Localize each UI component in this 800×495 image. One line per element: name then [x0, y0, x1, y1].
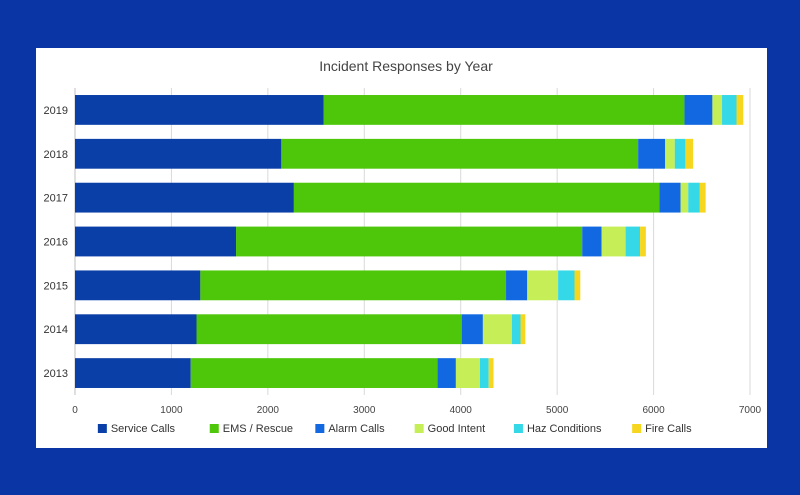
legend-label: Service Calls: [111, 423, 176, 435]
bar-segment-alarm-calls-2015: [506, 270, 528, 301]
category-labels: 2019 2018 2017 2016 2015 2014 2013: [44, 105, 68, 380]
legend-label: Alarm Calls: [328, 423, 385, 435]
legend-swatch: [513, 424, 523, 433]
legend-swatch: [97, 424, 107, 433]
legend-label: Fire Calls: [645, 423, 692, 435]
bar-segment-ems-rescue-2014: [196, 314, 462, 345]
bar-segment-service-calls-2014: [75, 314, 197, 345]
legend: Service Calls EMS / Rescue Alarm Calls Good…: [97, 423, 692, 435]
bar-segment-good-intent-2016: [601, 226, 626, 257]
category-label: 2013: [44, 368, 68, 380]
bar-segment-haz-conditions-2015: [558, 270, 575, 301]
bar-segment-service-calls-2018: [75, 138, 282, 169]
bar-segment-good-intent-2017: [680, 182, 689, 213]
category-label: 2019: [44, 105, 68, 117]
bar-segment-alarm-calls-2019: [684, 95, 713, 125]
bar-segment-service-calls-2013: [75, 358, 191, 388]
bar-segment-ems-rescue-2018: [281, 138, 639, 169]
bar-segment-good-intent-2013: [455, 358, 480, 388]
x-tick-label: 4000: [450, 405, 473, 416]
bar-segment-fire-calls-2018: [685, 138, 694, 169]
bar-segment-alarm-calls-2018: [638, 138, 666, 169]
bar-segment-ems-rescue-2017: [293, 182, 660, 213]
bar-segment-haz-conditions-2019: [722, 95, 737, 125]
bar-segment-ems-rescue-2013: [190, 358, 438, 388]
legend-swatch: [209, 424, 219, 433]
legend-swatch: [414, 424, 424, 433]
bar-segment-haz-conditions-2013: [480, 358, 489, 388]
x-tick-label: 6000: [642, 405, 665, 416]
bar-segment-ems-rescue-2019: [323, 95, 685, 125]
bar-segment-haz-conditions-2018: [674, 138, 686, 169]
stacked-bar-chart: Incident Responses by Year 2019201820172…: [44, 58, 762, 435]
bar-segment-good-intent-2018: [665, 138, 675, 169]
x-tick-label: 5000: [546, 405, 569, 416]
bar-segment-alarm-calls-2014: [461, 314, 483, 345]
bars: [75, 95, 744, 388]
category-label: 2017: [44, 193, 68, 205]
bar-segment-service-calls-2016: [75, 226, 237, 257]
bar-segment-alarm-calls-2017: [659, 182, 681, 213]
chart-title: Incident Responses by Year: [319, 58, 493, 74]
legend-label: EMS / Rescue: [223, 423, 293, 435]
x-tick-label: 0: [72, 405, 78, 416]
bar-segment-ems-rescue-2016: [236, 226, 583, 257]
bar-segment-service-calls-2019: [75, 95, 324, 125]
bar-segment-haz-conditions-2014: [511, 314, 521, 345]
bar-segment-fire-calls-2017: [699, 182, 706, 213]
category-label: 2014: [44, 324, 68, 336]
category-label: 2015: [44, 280, 68, 292]
category-label: 2018: [44, 149, 68, 161]
category-label: 2016: [44, 237, 68, 249]
bar-segment-fire-calls-2019: [736, 95, 744, 125]
bar-segment-fire-calls-2013: [488, 358, 494, 388]
bar-segment-ems-rescue-2015: [200, 270, 507, 301]
bar-segment-fire-calls-2015: [574, 270, 581, 301]
bar-segment-service-calls-2017: [75, 182, 294, 213]
bar-segment-good-intent-2015: [527, 270, 559, 301]
bar-segment-fire-calls-2016: [640, 226, 646, 257]
legend-label: Good Intent: [428, 423, 486, 435]
bar-segment-haz-conditions-2017: [688, 182, 700, 213]
x-tick-label: 1000: [160, 405, 183, 416]
x-tick-label: 2000: [257, 405, 280, 416]
x-tick-label: 3000: [353, 405, 376, 416]
bar-segment-good-intent-2014: [482, 314, 512, 345]
bar-segment-alarm-calls-2016: [582, 226, 602, 257]
bar-segment-service-calls-2015: [75, 270, 201, 301]
legend-label: Haz Conditions: [527, 423, 602, 435]
bar-segment-haz-conditions-2016: [625, 226, 641, 257]
x-tick-label: 7000: [739, 405, 762, 416]
chart-card: Incident Responses by Year 2019 2018 2017 2…: [36, 48, 767, 448]
bar-segment-good-intent-2019: [712, 95, 723, 125]
legend-swatch: [315, 424, 325, 433]
bar-segment-alarm-calls-2013: [437, 358, 456, 388]
bar-segment-fire-calls-2014: [520, 314, 526, 345]
x-axis-ticks: 0 1000 2000 3000 4000 5000 6000 7000: [72, 405, 761, 416]
legend-swatch: [632, 424, 642, 433]
